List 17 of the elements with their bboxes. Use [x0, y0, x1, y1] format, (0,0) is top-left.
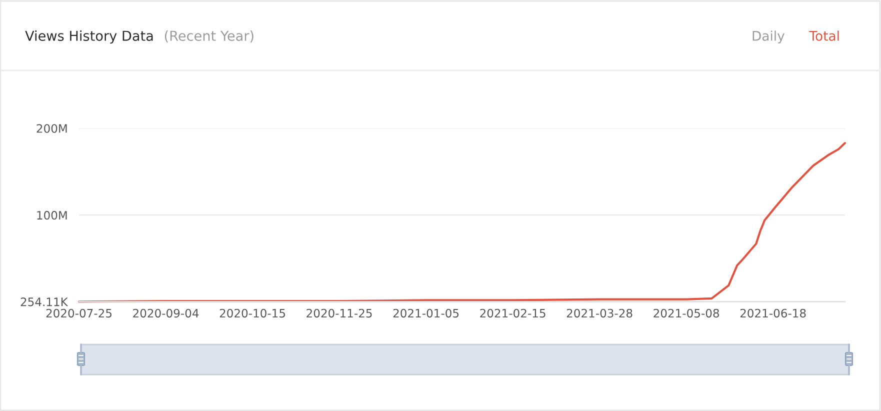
x-tick-label: 2020-09-04 [133, 308, 199, 318]
x-tick-label: 2021-03-28 [566, 308, 632, 318]
text: Total [809, 30, 839, 41]
y-tick-label: 100M [37, 210, 67, 220]
x-tick-label: 2020-07-25 [46, 308, 112, 318]
x-tick-label: 2021-05-08 [654, 308, 720, 318]
line-series [78, 142, 846, 303]
y-tick-label: 254.11K [20, 298, 68, 306]
chart-title: Views History Data [25, 30, 153, 44]
x-tick-label: 2021-01-05 [393, 308, 459, 318]
y-tick-label: 200M [36, 124, 67, 133]
x-tick-label: 2020-11-25 [306, 308, 372, 318]
x-tick-label: 2020-10-15 [220, 308, 286, 318]
chart-subtitle: (Recent Year) [164, 30, 254, 43]
x-tick-label: 2021-06-18 [740, 308, 806, 318]
text: Daily [752, 30, 784, 44]
x-tick-label: 2021-02-15 [480, 308, 546, 318]
